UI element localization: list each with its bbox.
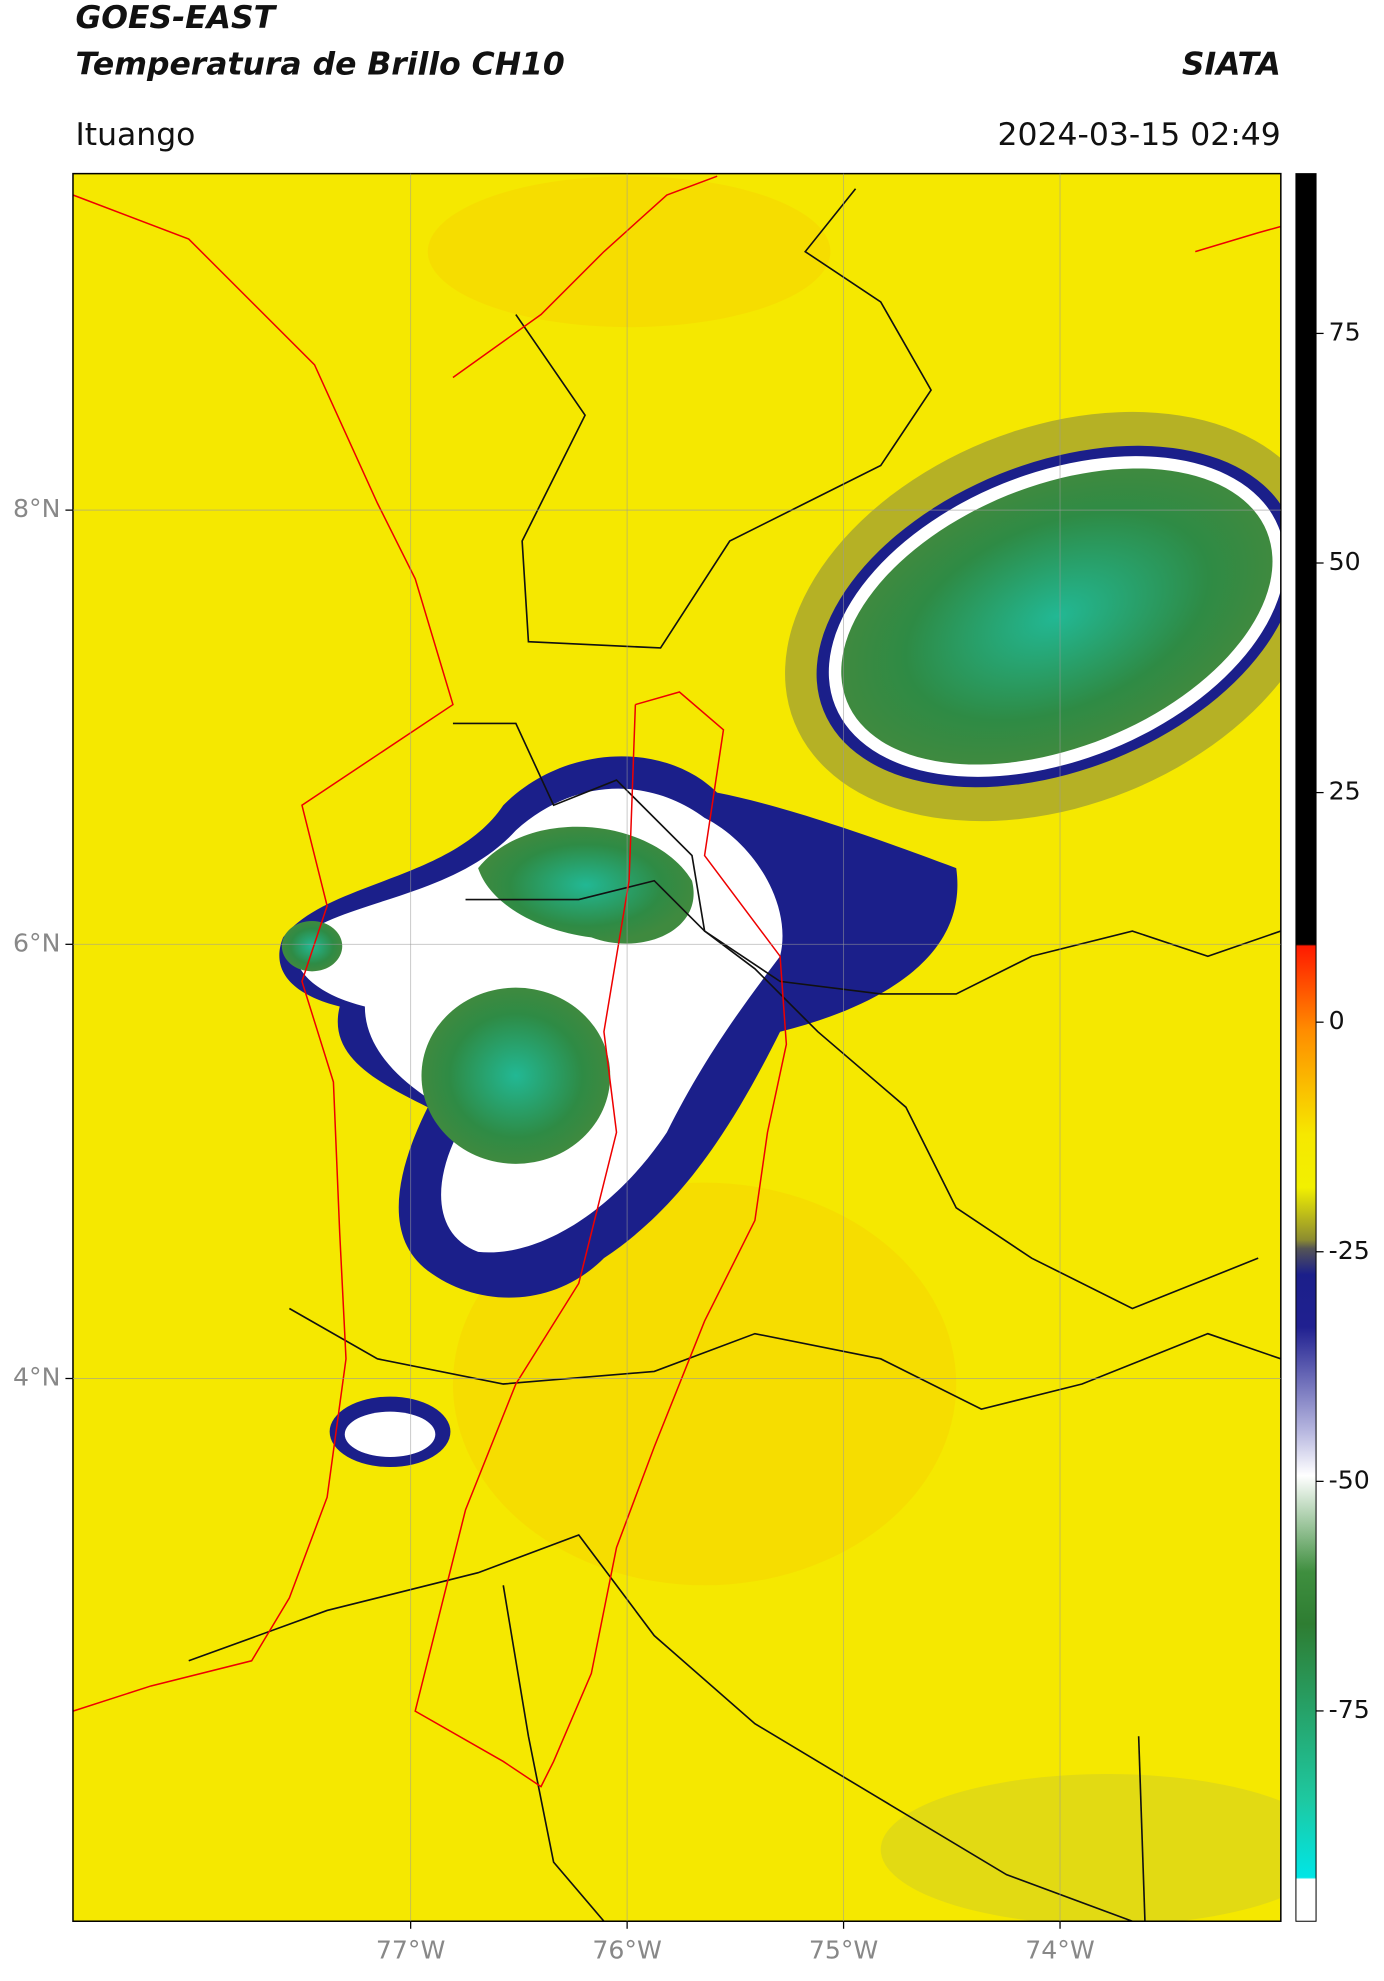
x-tick-label: 77°W <box>376 1935 446 1964</box>
y-tick-label: 8°N <box>13 494 60 523</box>
location: Ituango <box>75 117 195 153</box>
x-tick-label: 76°W <box>592 1935 662 1964</box>
y-tick-label: 4°N <box>13 1363 60 1392</box>
colorbar-tick-label: 50 <box>1329 547 1361 576</box>
borders <box>188 188 1281 1922</box>
source: SIATA <box>1182 46 1281 82</box>
colorbar-tick-label: -25 <box>1329 1236 1370 1265</box>
colorbar-tick-label: -75 <box>1329 1695 1370 1724</box>
coastline <box>72 175 1281 1788</box>
datetime: 2024-03-15 02:49 <box>998 117 1281 153</box>
colorbar-tick-label: -50 <box>1329 1465 1370 1494</box>
title: GOES-EAST <box>75 0 277 36</box>
colorbar-tick-label: 0 <box>1329 1006 1345 1035</box>
cool-region <box>880 1774 1281 1922</box>
x-tick-label: 74°W <box>1025 1935 1095 1964</box>
colorbar-axis: 75 50 25 0 -25 -50 -75 <box>1316 317 1370 1724</box>
storm-central <box>279 756 958 1468</box>
storm-ne <box>785 411 1281 822</box>
x-tick-label: 75°W <box>809 1935 879 1964</box>
axes: 77°W 76°W 75°W 74°W 8°N 6°N 4°N <box>13 173 1281 1964</box>
colorbar <box>1295 173 1317 1922</box>
colorbar-tick-label: 25 <box>1329 777 1361 806</box>
subtitle: Temperatura de Brillo CH10 <box>75 46 564 82</box>
map <box>72 173 1281 1922</box>
colorbar-tick-label: 75 <box>1329 317 1361 346</box>
map-frame <box>72 172 1282 1922</box>
warm-region <box>427 176 831 328</box>
y-tick-label: 6°N <box>13 928 60 957</box>
